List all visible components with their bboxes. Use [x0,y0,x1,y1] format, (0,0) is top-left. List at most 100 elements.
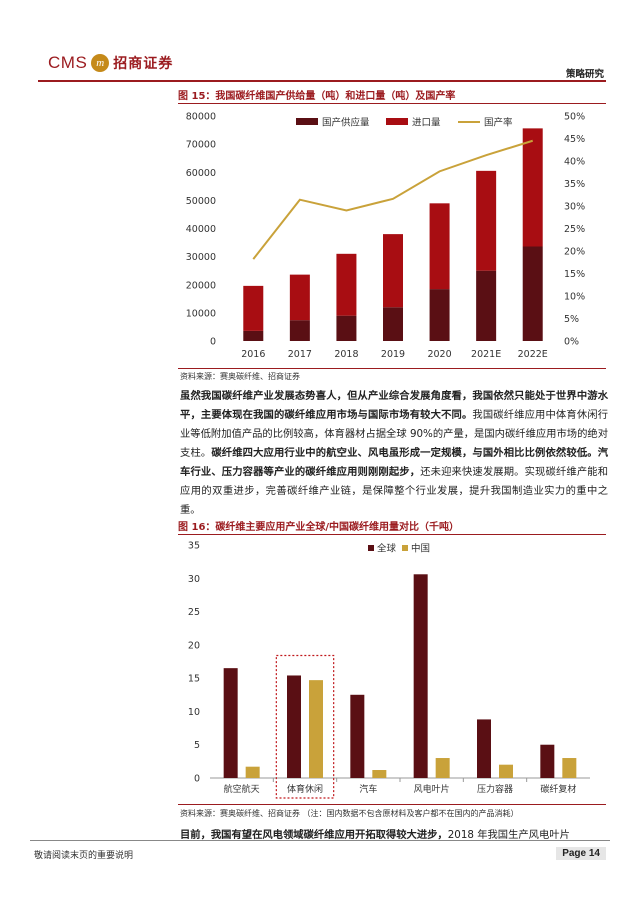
bar-global [223,668,238,778]
figure16-chart: 0 5 10 15 20 25 30 35 航空航天 体育休闲 汽车 风电叶片 压力容器 碳纤复材 全球 中国 [188,541,590,799]
x-tick-label: 2020 [427,349,451,360]
y-tick-label: 0 [194,774,200,785]
y-tick-label: 25 [188,607,200,618]
y-tick-label: 0 [210,337,216,348]
legend-label: 国产供应量 [322,117,370,129]
y2-tick-label: 15% [564,269,585,280]
y-tick-label: 5 [194,740,200,751]
y2-tick-label: 40% [564,157,585,168]
bar-import [429,203,450,290]
footer-rule [30,840,610,841]
y-tick-label: 30 [188,574,200,585]
bar-domestic-supply [522,246,543,341]
y-tick-label: 20000 [186,280,216,291]
y-tick-label: 10 [188,707,200,718]
bar-import [336,253,357,316]
bar-global [413,574,428,778]
x-tick-label: 2019 [381,349,405,360]
legend-swatch [296,118,318,125]
body-paragraph-2: 目前，我国有望在风电领域碳纤维应用开拓取得较大进步，2018 年我国生产风电叶片 [180,826,608,845]
header-rule [38,80,606,82]
x-tick-label: 压力容器 [477,783,513,795]
bar-global [540,744,555,778]
page-number: Page 14 [556,847,606,860]
bar-import [243,285,264,331]
figure15-source: 资料来源：赛奥碳纤维、招商证券 [180,372,300,381]
paragraph1-bold2: 碳纤维四大应用行业中的航空业、风电虽形成一定规模，与国外相比比例依然较低。汽车行… [180,447,608,478]
y2-tick-label: 5% [564,314,579,325]
figure15-title-rule [178,103,606,104]
section-label: 策略研究 [565,69,604,80]
figure15-title: 图 15：我国碳纤维国产供给量（吨）和进口量（吨）及国产率 [178,91,456,102]
bar-domestic-supply [289,320,310,341]
bar-china [372,770,387,778]
legend-label: 国产率 [484,117,513,129]
bar-domestic-supply [336,315,357,341]
paragraph2-bold: 目前，我国有望在风电领域碳纤维应用开拓取得较大进步， [180,829,448,841]
body-paragraph-1: 虽然我国碳纤维产业发展态势喜人，但从产业综合发展角度看，我国依然只能处于世界中游… [180,387,608,520]
y-tick-label: 80000 [186,112,216,123]
figure16-source: 资料来源：赛奥碳纤维、招商证券 （注：国内数据不包含原材料及客户都不在国内的产品… [180,809,519,818]
legend-swatch [402,545,408,551]
highlight-box [275,654,335,799]
logo-text: CMS [48,53,88,72]
y2-tick-label: 25% [564,224,585,235]
footer-disclaimer: 敬请阅读末页的重要说明 [34,851,134,861]
bar-china [499,764,513,778]
y-tick-label: 70000 [186,140,216,151]
y-tick-label: 20 [188,640,200,651]
x-tick-label: 2022E [518,349,548,360]
y-tick-label: 40000 [186,224,216,235]
cms-logo: CMS m 招商证券 [48,50,173,76]
bar-global [287,675,301,778]
logo-cn-text: 招商证券 [113,56,174,72]
y2-tick-label: 0% [564,337,579,348]
bar-import [289,274,310,321]
y2-tick-label: 50% [564,112,585,123]
bar-domestic-supply [383,307,403,341]
x-tick-label: 2017 [288,349,312,360]
line-domestic-rate [252,139,534,260]
bar-import [383,234,403,308]
bar-china [435,758,450,778]
y-tick-label: 35 [188,541,200,552]
legend-swatch [368,545,374,551]
figure15-chart: 0 10000 20000 30000 40000 50000 60000 70000 8000… [186,112,585,361]
logo-mark-icon: m [91,54,110,72]
y-tick-label: 30000 [186,252,216,263]
y2-tick-label: 20% [564,247,585,258]
y2-tick-label: 30% [564,202,585,213]
y-tick-label: 10000 [186,308,216,319]
x-tick-label: 体育休闲 [287,783,323,795]
y-tick-label: 60000 [186,168,216,179]
figure16-title-rule [178,534,606,535]
bar-china [309,680,323,778]
bar-import [522,128,543,247]
x-tick-label: 2016 [241,349,265,360]
x-tick-label: 碳纤复材 [540,783,576,795]
bar-import [476,170,497,271]
x-tick-label: 汽车 [359,783,377,795]
bar-china [562,758,577,778]
bar-domestic-supply [476,270,497,341]
figure16-title: 图 16：碳纤维主要应用产业全球/中国碳纤维用量对比（千吨） [178,522,460,533]
x-tick-label: 航空航天 [224,783,260,795]
paragraph1-normal2: 还未迎来快速发展期。实现碳纤维产能和应用的双重进步，完善碳纤维产业链，是保障整个… [180,466,609,516]
bar-global [477,719,491,778]
x-tick-label: 2021E [471,349,501,360]
figure15-bottom-rule [178,368,606,369]
bar-domestic-supply [429,289,450,341]
y2-tick-label: 35% [564,179,585,190]
paragraph2-normal: 2018 年我国生产风电叶片 [447,829,570,841]
bar-china [245,766,260,778]
legend-label: 进口量 [412,118,441,129]
legend-label: 全球 [377,543,397,555]
bar-global [350,694,365,778]
y-tick-label: 50000 [186,196,216,207]
paragraph1-bold1: 虽然我国碳纤维产业发展态势喜人，但从产业综合发展角度看，我国依然只能处于世界中游… [180,390,608,421]
paragraph1-normal1: 我国碳纤维应用中体育休闲行业等低附加值产品的比例较高，体育器材占据全球 90%的… [180,409,608,459]
legend-label: 中国 [411,543,430,555]
x-tick-label: 风电叶片 [414,783,450,795]
y2-tick-label: 45% [564,134,585,145]
bar-domestic-supply [243,330,264,341]
